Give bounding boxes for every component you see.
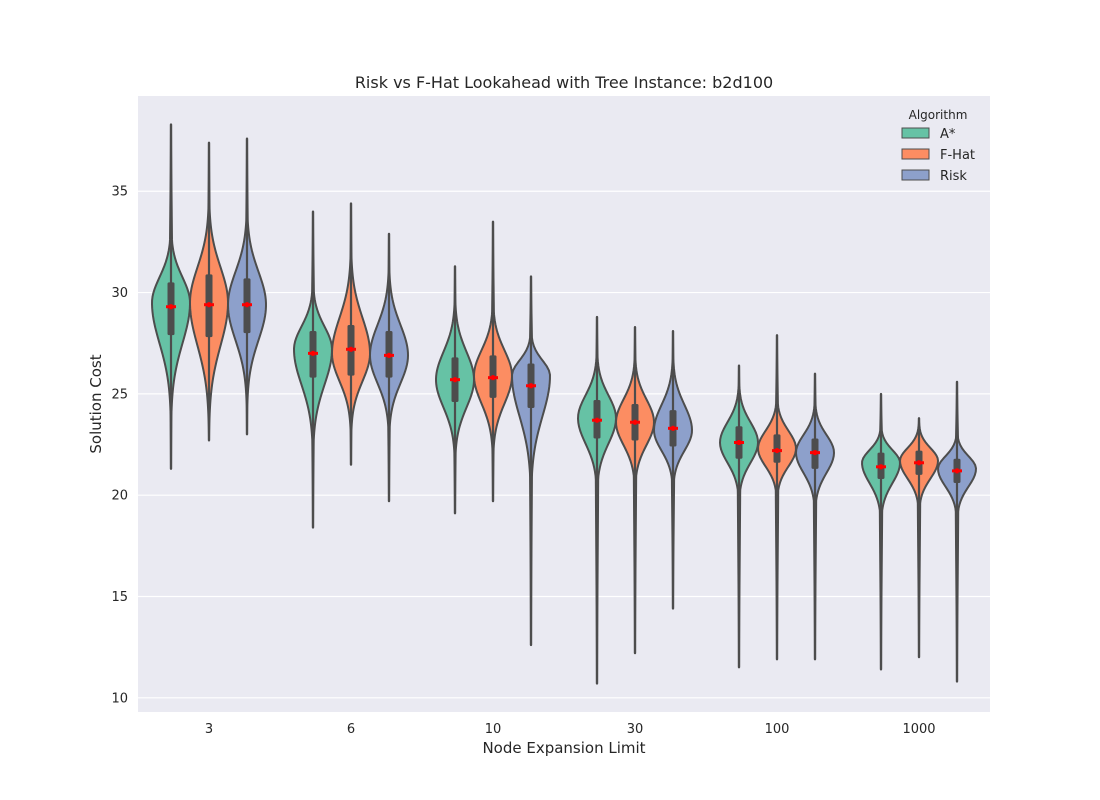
violins: [151, 123, 977, 685]
y-tick-label: 35: [111, 185, 128, 200]
legend-swatch: [901, 148, 930, 160]
legend-title: Algorithm: [909, 108, 968, 122]
x-tick-label: 6: [347, 722, 355, 737]
y-tick-label: 25: [111, 387, 128, 402]
x-tick-label: 3: [205, 722, 213, 737]
x-tick-labels: 3 6 10 30 100 1000: [205, 722, 936, 737]
legend: Algorithm A* F-Hat Risk: [901, 108, 975, 184]
chart-title: Risk vs F-Hat Lookahead with Tree Instan…: [355, 73, 773, 92]
x-axis-label: Node Expansion Limit: [482, 739, 645, 757]
y-tick-label: 30: [111, 286, 128, 301]
y-axis-label: Solution Cost: [87, 354, 105, 453]
x-tick-label: 10: [485, 722, 502, 737]
y-tick-label: 10: [111, 691, 128, 706]
legend-label: F-Hat: [940, 148, 975, 163]
legend-label: A*: [940, 127, 956, 142]
y-tick-labels: 10 15 20 25 30 35: [111, 185, 128, 707]
legend-swatch: [901, 127, 930, 139]
grid-lines: [138, 190, 990, 699]
y-tick-label: 15: [111, 590, 128, 605]
x-tick-label: 1000: [902, 722, 935, 737]
x-tick-label: 100: [765, 722, 790, 737]
legend-swatch: [901, 169, 930, 181]
legend-label: Risk: [940, 169, 967, 184]
y-tick-label: 20: [111, 489, 128, 504]
x-tick-label: 30: [627, 722, 644, 737]
plot-background: [138, 96, 990, 712]
